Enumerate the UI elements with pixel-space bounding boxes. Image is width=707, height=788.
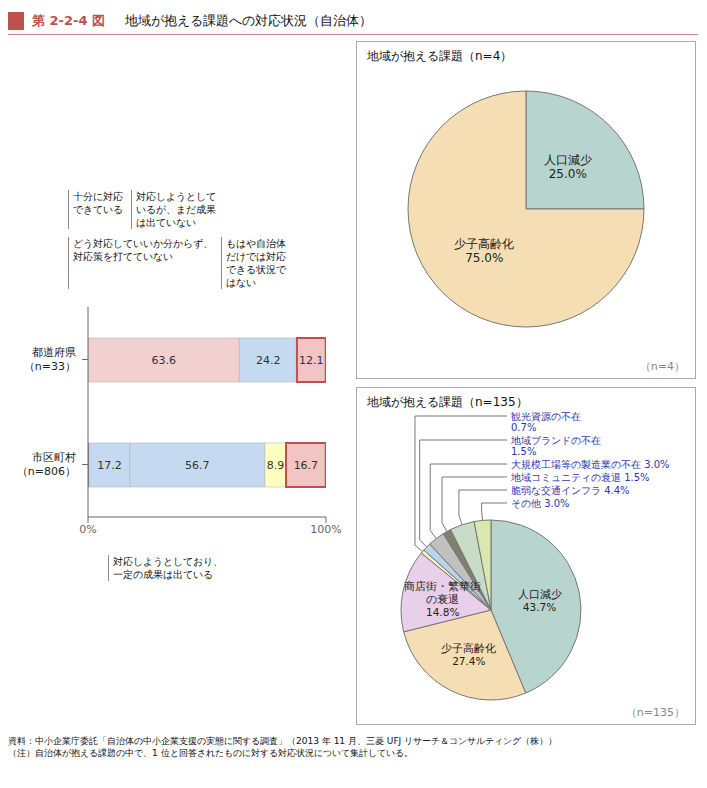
html-text:地域が抱える課題への対応状況（自治体）: 地域が抱える課題への対応状況（自治体） [125,13,372,28]
svg-text:8.9: 8.9 [267,458,285,471]
html-text:（n=135）: （n=135） [625,706,685,719]
svg-text:脆弱な交通インフラ 4.4%: 脆弱な交通インフラ 4.4% [511,485,630,496]
svg-text:63.6: 63.6 [151,353,176,366]
svg-text:0%: 0% [79,522,96,535]
svg-text:少子高齢化27.4%: 少子高齢化27.4% [441,642,496,667]
svg-text:地域ブランドの不在1.5%: 地域ブランドの不在1.5% [510,435,601,457]
html-text:（注）自治体が抱える課題の中で、1 位と回答されたものに対す: （注）自治体が抱える課題の中で、1 位と回答されたものに対する対応状況について集… [8,748,413,758]
html-text:対応しようとしており、 一定の成果は出ている: 対応しようとしており、 一定の成果は出ている [113,555,223,580]
html-text:地域が抱える課題（n=135）: 地域が抱える課題（n=135） [367,395,528,409]
svg-text:市区町村（n=806）: 市区町村（n=806） [17,451,76,478]
svg-text:都道府県（n=33）: 都道府県（n=33） [24,346,76,373]
svg-text:人口減少43.7%: 人口減少43.7% [518,588,562,613]
svg-text:その他 3.0%: その他 3.0% [511,498,570,509]
svg-text:24.2: 24.2 [256,353,281,366]
svg-text:12.1: 12.1 [299,353,324,366]
html-text:第 2-2-4 図: 第 2-2-4 図 [32,13,105,28]
html-text:（n=4）: （n=4） [639,360,685,373]
svg-text:観光資源の不在0.7%: 観光資源の不在0.7% [511,411,581,433]
html-text:もはや自治体 だけでは対応 できる状況で はない: もはや自治体 だけでは対応 できる状況で はない [226,237,286,288]
svg-text:少子高齢化75.0%: 少子高齢化75.0% [454,237,514,265]
svg-text:地域コミュニティの衰退 1.5%: 地域コミュニティの衰退 1.5% [510,472,650,483]
html-text:対応しようとして いるが、まだ成果 は出ていない: 対応しようとして いるが、まだ成果 は出ていない [136,190,216,228]
html-text:地域が抱える課題（n=4）: 地域が抱える課題（n=4） [367,49,513,63]
svg-text:100%: 100% [310,522,341,535]
svg-text:16.7: 16.7 [294,458,319,471]
html-text:資料：中小企業庁委託「自治体の中小企業支援の実態に関する調査: 資料：中小企業庁委託「自治体の中小企業支援の実態に関する調査」（2013 年 1… [8,736,558,746]
html-text:どう対応していいか分からず、 対応策を打てていない: どう対応していいか分からず、 対応策を打てていない [73,237,213,262]
svg-text:商店街・繁華街の衰退14.8%: 商店街・繁華街の衰退14.8% [404,580,481,618]
html-text:十分に対応 できている: 十分に対応 できている [73,190,123,215]
svg-text:17.2: 17.2 [97,458,122,471]
svg-text:大規模工場等の製造業の不在 3.0%: 大規模工場等の製造業の不在 3.0% [511,459,670,470]
svg-text:人口減少25.0%: 人口減少25.0% [544,153,592,181]
svg-text:56.7: 56.7 [185,458,210,471]
